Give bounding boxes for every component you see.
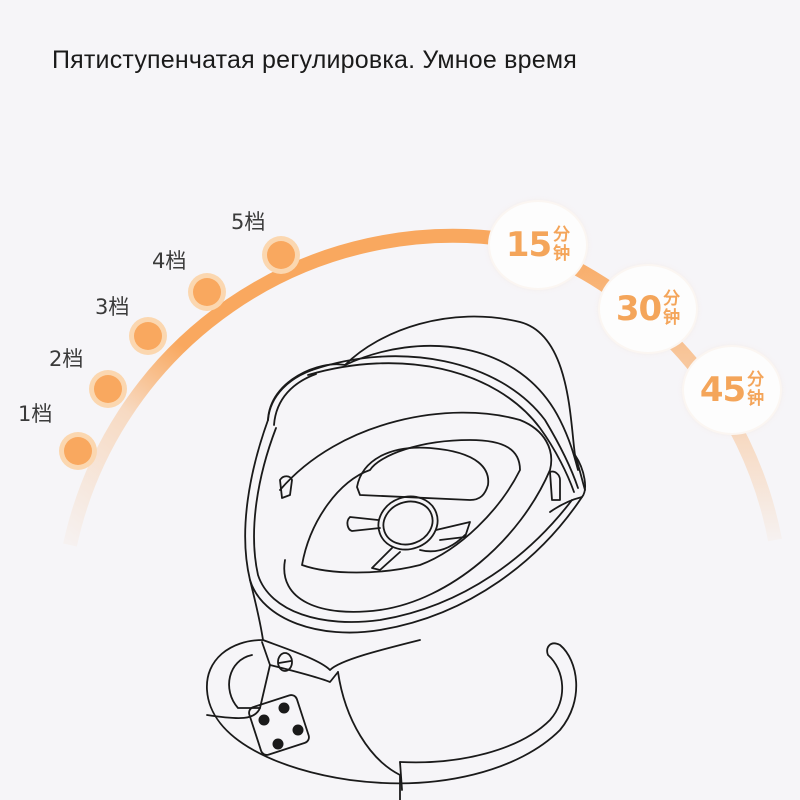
- button-icon: [272, 738, 284, 750]
- gear-label-4: 4档: [152, 249, 187, 273]
- gear-label-5: 5档: [231, 210, 266, 234]
- gear-label-2: 2档: [49, 347, 84, 371]
- gear-dots: [59, 236, 300, 470]
- timer-unit: 分 钟: [663, 290, 680, 328]
- timer-unit-top: 分: [747, 370, 765, 390]
- gear-label-3: 3档: [95, 295, 130, 319]
- timer-45-min: 45 分 钟: [684, 347, 780, 433]
- timer-value: 45: [699, 370, 746, 410]
- timer-15-min: 15 分 钟: [490, 202, 586, 288]
- timer-value: 15: [505, 225, 552, 265]
- button-icon: [278, 702, 290, 714]
- timer-unit-top: 分: [663, 289, 681, 309]
- button-icon: [258, 714, 270, 726]
- timer-30-min: 30 分 钟: [600, 266, 696, 352]
- timer-unit-top: 分: [553, 225, 571, 245]
- timer-unit: 分 钟: [747, 371, 764, 409]
- power-knob-icon: [277, 652, 293, 672]
- timer-value: 30: [615, 289, 662, 329]
- button-icon: [292, 724, 304, 736]
- page-title: Пятиступенчатая регулировка. Умное время: [52, 46, 577, 74]
- timer-unit-bottom: 钟: [747, 389, 765, 409]
- timer-unit: 分 钟: [553, 226, 570, 264]
- timer-unit-bottom: 钟: [663, 308, 681, 328]
- control-panel-buttons: [258, 702, 304, 750]
- timer-unit-bottom: 钟: [553, 244, 571, 264]
- gear-label-1: 1档: [18, 402, 53, 426]
- gear-arc: [63, 228, 512, 547]
- control-panel: [248, 694, 310, 756]
- baby-swing-illustration: [206, 315, 586, 800]
